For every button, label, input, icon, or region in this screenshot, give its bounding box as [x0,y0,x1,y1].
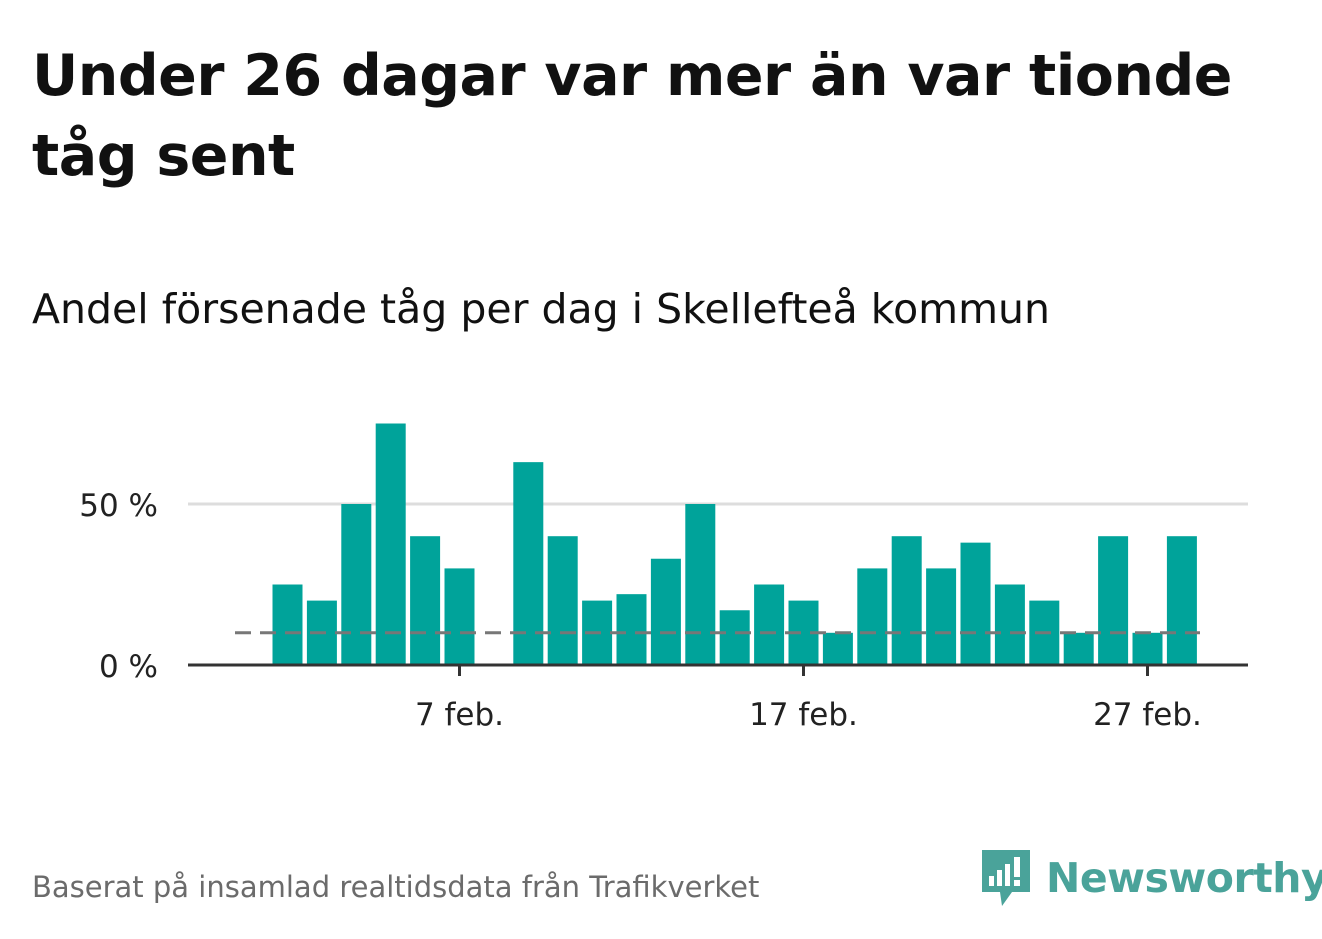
bar [1132,632,1163,665]
newsworthy-logo-icon [982,850,1030,906]
chart-subtitle: Andel försenade tåg per dag i Skellefteå… [32,285,1051,333]
bar [513,462,544,665]
x-tick-label: 27 feb. [1093,697,1202,733]
newsworthy-brand: Newsworthy [980,848,1322,908]
y-tick-label: 0 % [99,649,158,685]
bar [822,632,853,665]
bar [960,542,991,665]
bar [1166,536,1197,665]
x-tick-label: 7 feb. [415,697,504,733]
x-tick-label: 17 feb. [749,697,858,733]
bar [272,584,303,665]
bar [891,536,922,665]
bar [1063,632,1094,665]
bar [650,558,681,665]
bar [719,610,750,665]
bar [926,568,957,665]
bar [754,584,785,665]
bar [375,423,406,665]
bar [444,568,475,665]
bar [547,536,578,665]
bar [994,584,1025,665]
bar-chart: 0 % 50 % 7 feb. 17 feb. 27 feb. [79,423,1248,733]
brand-name: Newsworthy [1046,854,1322,902]
bar [1098,536,1129,665]
bar [685,504,716,665]
bar [857,568,888,665]
bar [341,504,372,665]
bar [410,536,441,665]
y-tick-label: 50 % [79,488,158,524]
bar [616,594,647,665]
chart-title: Under 26 dagar var mer än var tionde tåg… [32,43,1232,189]
source-note: Baserat på insamlad realtidsdata från Tr… [32,870,760,904]
